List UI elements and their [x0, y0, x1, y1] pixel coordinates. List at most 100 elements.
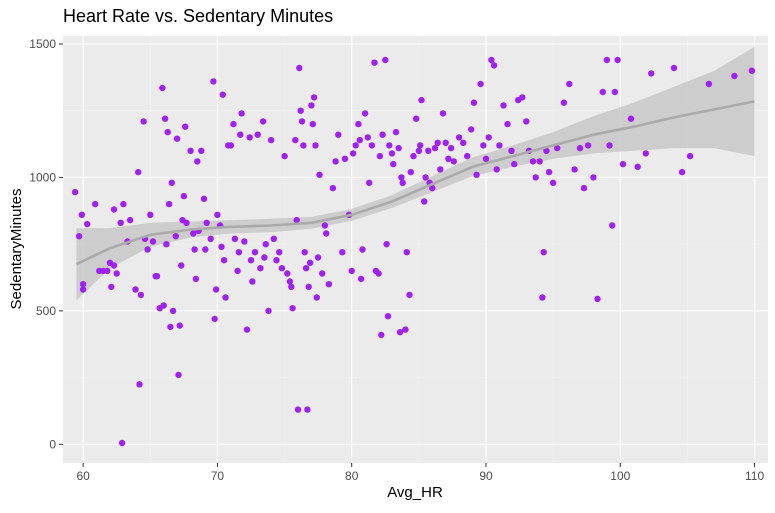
data-point	[614, 56, 621, 64]
data-point	[329, 184, 337, 192]
smooth-line	[75, 100, 755, 266]
data-point	[352, 142, 359, 149]
data-point	[132, 286, 139, 293]
data-point	[183, 219, 190, 226]
data-point	[118, 439, 126, 447]
data-point	[140, 118, 147, 125]
data-point	[390, 160, 397, 168]
data-point	[220, 257, 228, 264]
data-point	[341, 155, 349, 162]
data-point	[163, 241, 170, 248]
data-point	[348, 267, 355, 275]
data-point	[355, 120, 362, 128]
data-point	[447, 144, 455, 152]
data-point	[468, 126, 475, 133]
data-point	[398, 174, 405, 181]
data-point	[296, 64, 303, 72]
data-point	[378, 331, 385, 339]
data-point	[425, 147, 432, 154]
x-axis-title: Avg_HR	[387, 484, 443, 501]
data-point	[323, 230, 330, 237]
data-point	[84, 220, 91, 228]
data-point	[382, 56, 389, 64]
data-point	[192, 275, 200, 283]
data-point	[584, 142, 592, 149]
data-point	[532, 174, 539, 181]
data-point	[504, 120, 511, 128]
data-point	[182, 123, 189, 130]
data-point	[164, 128, 171, 136]
data-point	[606, 142, 613, 149]
data-point	[108, 283, 115, 291]
data-point	[392, 128, 400, 136]
data-point	[356, 136, 363, 144]
data-point	[298, 118, 306, 125]
data-point	[580, 184, 588, 192]
data-point	[418, 96, 425, 104]
data-point	[297, 107, 304, 114]
data-point	[259, 118, 267, 125]
data-point	[357, 275, 365, 283]
data-point	[149, 238, 157, 245]
data-point	[153, 273, 161, 280]
x-tick-label: 110	[745, 469, 764, 483]
data-point	[519, 94, 526, 101]
data-point	[207, 235, 214, 242]
data-point	[161, 115, 169, 122]
data-point	[560, 99, 568, 106]
data-point	[599, 88, 606, 96]
data-point	[198, 147, 205, 154]
data-point	[159, 84, 166, 92]
data-point	[241, 238, 248, 245]
data-point	[609, 222, 616, 229]
data-point	[384, 313, 392, 320]
data-point	[460, 139, 467, 146]
x-tick-label: 100	[610, 469, 630, 483]
data-point	[187, 147, 194, 154]
data-point	[480, 142, 487, 149]
data-point	[413, 115, 420, 122]
data-point	[386, 142, 393, 149]
data-point	[508, 147, 515, 154]
data-point	[175, 371, 182, 379]
data-point	[306, 259, 314, 266]
data-point	[482, 155, 490, 162]
data-point	[539, 294, 546, 301]
data-point	[212, 286, 220, 293]
data-point	[172, 233, 179, 240]
data-point	[450, 158, 457, 165]
data-point	[399, 179, 406, 186]
data-point	[571, 166, 578, 173]
data-point	[270, 235, 277, 242]
y-tick-label: 500	[36, 304, 56, 318]
data-point	[147, 211, 154, 218]
data-point	[231, 235, 239, 242]
data-point	[396, 329, 404, 336]
data-point	[549, 179, 557, 186]
data-point	[267, 136, 275, 144]
data-point	[126, 216, 134, 224]
data-point	[312, 142, 319, 149]
data-point	[230, 120, 237, 128]
y-tick-label: 0	[49, 437, 56, 451]
data-point	[477, 80, 484, 88]
data-point	[325, 281, 333, 288]
data-point	[136, 381, 143, 388]
data-point	[464, 152, 471, 160]
data-point	[511, 160, 518, 168]
data-point	[261, 254, 268, 261]
data-point	[686, 152, 694, 160]
data-point	[288, 283, 295, 291]
data-point	[176, 322, 183, 329]
data-point	[222, 294, 229, 301]
x-tick-label: 80	[345, 469, 359, 483]
major-gridlines	[63, 36, 768, 463]
data-point	[611, 88, 619, 96]
data-point	[543, 147, 550, 154]
data-point	[554, 144, 561, 152]
data-point	[442, 139, 449, 146]
data-point	[627, 115, 635, 122]
minor-gridlines	[63, 36, 768, 463]
